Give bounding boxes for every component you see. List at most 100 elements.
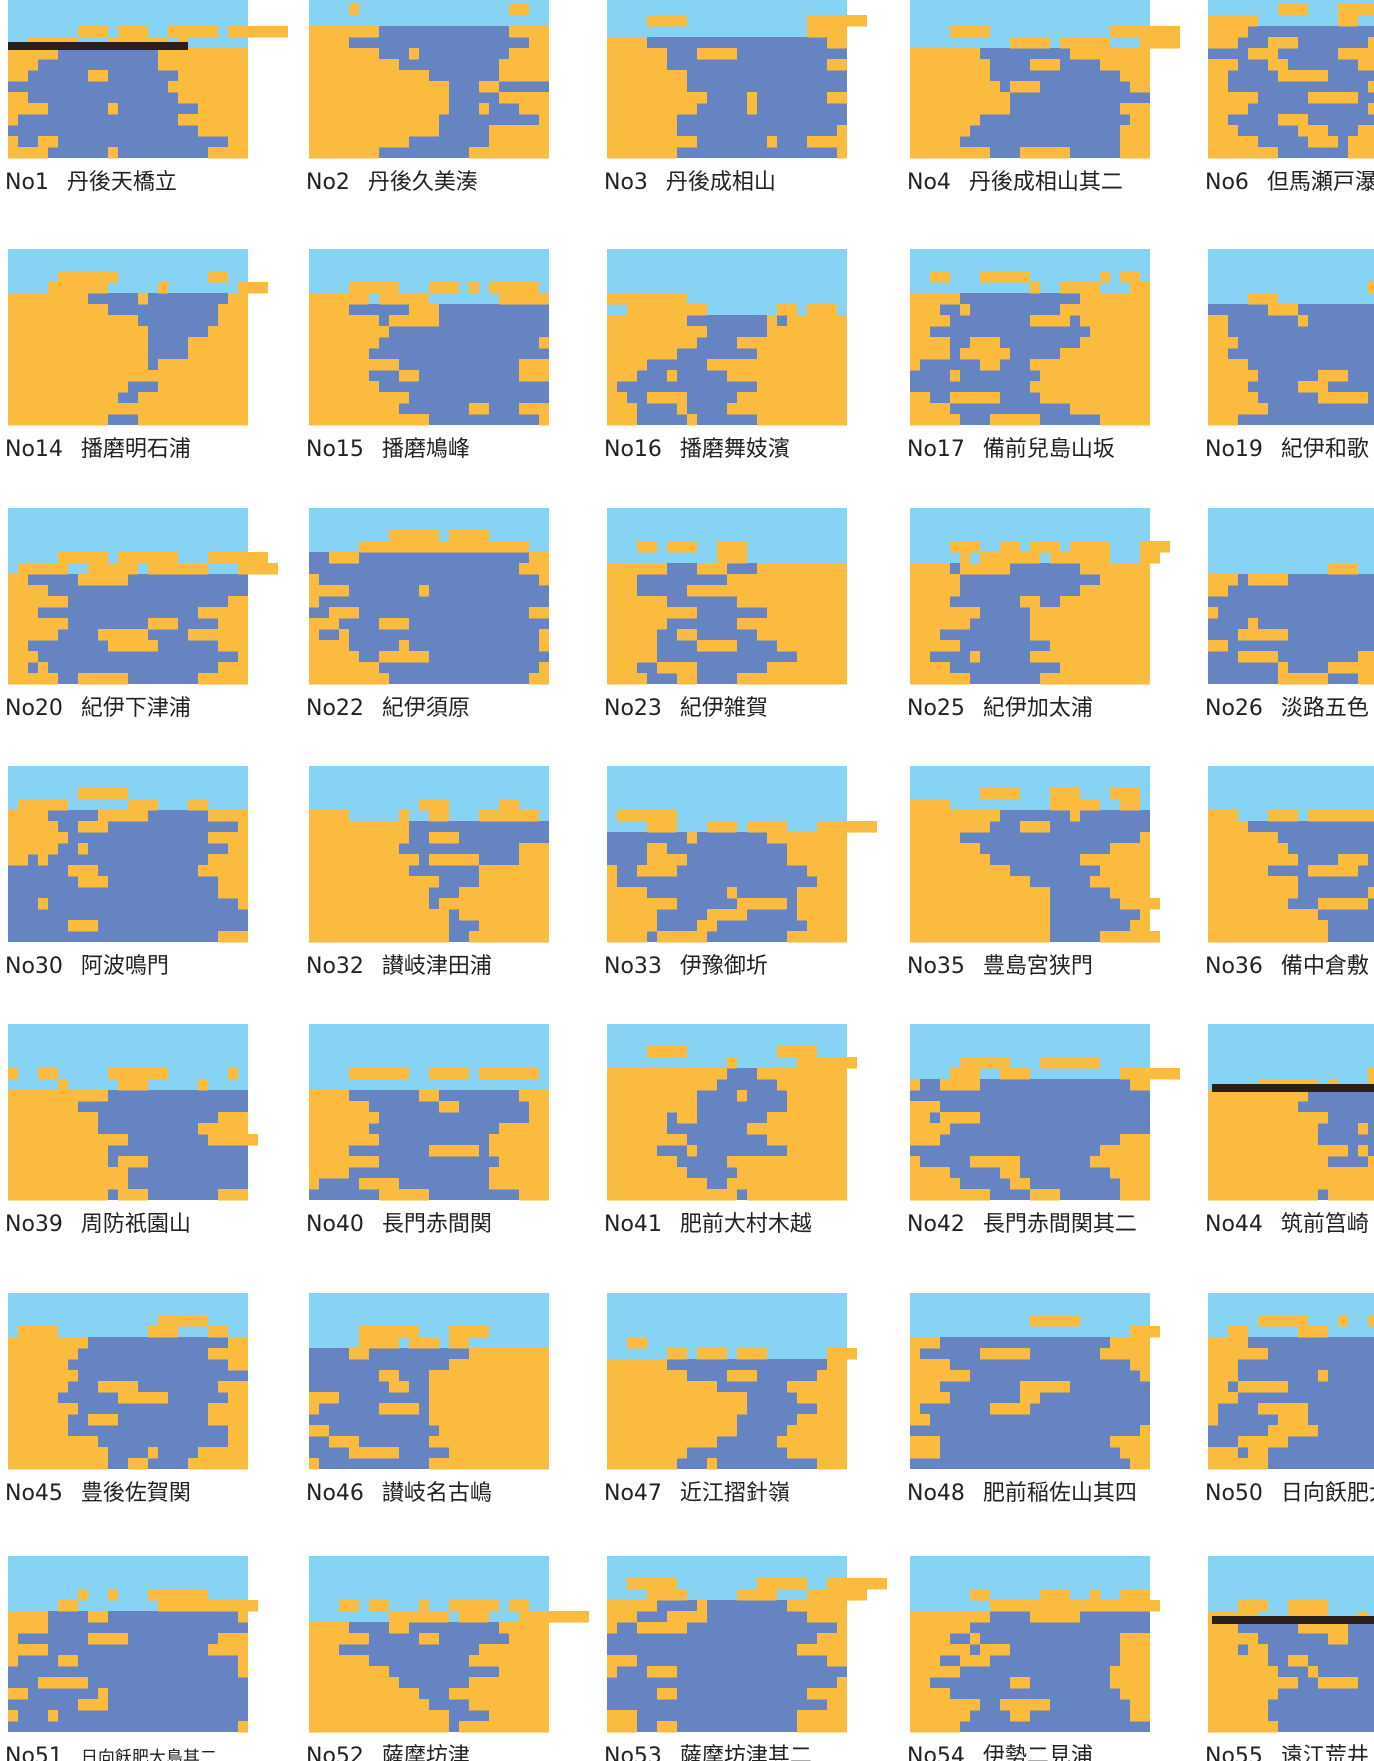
- land: [309, 136, 409, 148]
- land: [1120, 1688, 1150, 1700]
- land: [607, 920, 657, 932]
- caption-number: No55: [1205, 1744, 1263, 1761]
- caption: No2 丹後久美湊: [306, 170, 478, 195]
- land: [767, 1123, 847, 1135]
- land: [8, 381, 128, 393]
- island: [489, 931, 519, 943]
- land: [539, 574, 549, 586]
- land: [1308, 810, 1348, 822]
- land: [399, 810, 409, 822]
- island: [1278, 1414, 1308, 1426]
- land: [1000, 1600, 1060, 1612]
- caption-number: No2: [306, 170, 350, 195]
- land: [930, 271, 950, 283]
- land: [817, 1370, 847, 1382]
- land: [218, 876, 248, 888]
- land: [8, 304, 108, 316]
- land: [499, 1622, 549, 1634]
- caption-number: No50: [1205, 1481, 1263, 1506]
- land: [607, 1721, 637, 1733]
- land: [309, 931, 449, 943]
- land: [607, 629, 657, 641]
- land: [489, 1167, 549, 1179]
- land: [910, 1134, 940, 1146]
- land: [208, 1348, 248, 1360]
- land: [607, 1101, 697, 1113]
- land: [8, 843, 58, 855]
- island: [1030, 59, 1060, 71]
- land: [737, 596, 847, 608]
- land: [797, 651, 847, 663]
- land: [1208, 909, 1318, 921]
- dark-band: [8, 42, 188, 50]
- land: [1130, 282, 1150, 294]
- land: [607, 1655, 637, 1667]
- caption: No30 阿波鳴門: [5, 954, 169, 979]
- land: [637, 541, 657, 553]
- land: [519, 359, 549, 371]
- land: [228, 1359, 248, 1371]
- island: [379, 1189, 429, 1201]
- land: [519, 854, 549, 866]
- land: [647, 15, 667, 27]
- land: [1030, 651, 1150, 663]
- island: [48, 1710, 58, 1722]
- land: [479, 1068, 539, 1080]
- land: [309, 1101, 369, 1113]
- caption-title: 薩摩坊津其二: [680, 1744, 812, 1761]
- land: [309, 92, 449, 104]
- land: [8, 640, 28, 652]
- land: [309, 414, 429, 426]
- caption-title: 薩摩坊津: [382, 1744, 470, 1761]
- caption-title: 備中倉敷: [1281, 954, 1369, 979]
- land: [1348, 810, 1358, 822]
- land: [208, 832, 248, 844]
- land: [1208, 315, 1228, 327]
- land: [910, 1436, 940, 1448]
- land: [607, 673, 647, 685]
- land: [519, 1090, 549, 1102]
- caption-number: No26: [1205, 696, 1263, 721]
- island: [1010, 1178, 1030, 1190]
- land: [827, 1348, 857, 1360]
- island: [637, 865, 677, 877]
- land: [727, 359, 847, 371]
- land: [910, 1633, 950, 1645]
- caption-title: 丹後成相山: [666, 170, 776, 195]
- land: [797, 887, 847, 899]
- land: [777, 1046, 817, 1058]
- land: [1338, 4, 1374, 16]
- land: [757, 381, 847, 393]
- caption-title: 讃岐津田浦: [382, 954, 492, 979]
- land: [198, 1447, 248, 1459]
- island: [88, 1611, 108, 1623]
- land: [1338, 1315, 1348, 1327]
- island: [687, 585, 727, 597]
- land: [8, 1611, 48, 1623]
- land: [509, 4, 529, 16]
- island: [1020, 821, 1050, 833]
- land: [1368, 103, 1374, 115]
- caption-number: No33: [604, 954, 662, 979]
- land: [218, 1189, 248, 1201]
- land: [1358, 59, 1374, 71]
- land: [489, 1710, 549, 1722]
- land: [910, 629, 940, 641]
- land: [8, 607, 38, 619]
- land: [8, 1403, 78, 1415]
- island: [329, 607, 359, 619]
- land: [1208, 854, 1298, 866]
- land: [8, 315, 138, 327]
- land: [1208, 1710, 1268, 1722]
- land: [910, 92, 1010, 104]
- land: [309, 673, 389, 685]
- thumbnail: [1208, 1293, 1374, 1470]
- caption: No42 長門赤間関其二: [907, 1212, 1137, 1237]
- land: [807, 1611, 847, 1623]
- land: [1120, 147, 1150, 159]
- caption-number: No42: [907, 1212, 965, 1237]
- land: [309, 865, 409, 877]
- land: [449, 1600, 499, 1612]
- land: [1208, 1359, 1238, 1371]
- island: [727, 1156, 757, 1168]
